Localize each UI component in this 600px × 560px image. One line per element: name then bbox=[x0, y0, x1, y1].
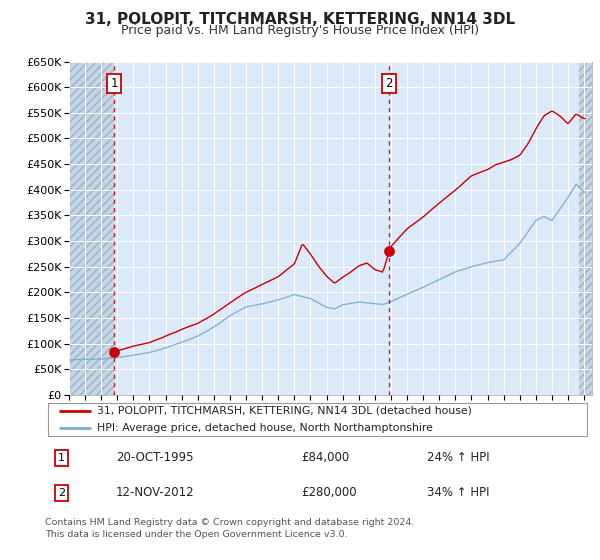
Text: 1: 1 bbox=[58, 453, 65, 463]
Bar bbox=[579, 62, 592, 395]
Text: 31, POLOPIT, TITCHMARSH, KETTERING, NN14 3DL: 31, POLOPIT, TITCHMARSH, KETTERING, NN14… bbox=[85, 12, 515, 27]
Text: 34% ↑ HPI: 34% ↑ HPI bbox=[427, 486, 490, 500]
Text: £84,000: £84,000 bbox=[302, 451, 350, 464]
Text: £280,000: £280,000 bbox=[302, 486, 357, 500]
Text: 31, POLOPIT, TITCHMARSH, KETTERING, NN14 3DL (detached house): 31, POLOPIT, TITCHMARSH, KETTERING, NN14… bbox=[97, 406, 472, 416]
Text: 12-NOV-2012: 12-NOV-2012 bbox=[116, 486, 194, 500]
Point bbox=[109, 347, 119, 356]
Text: 2: 2 bbox=[385, 77, 392, 90]
Text: Price paid vs. HM Land Registry's House Price Index (HPI): Price paid vs. HM Land Registry's House … bbox=[121, 24, 479, 37]
Text: Contains HM Land Registry data © Crown copyright and database right 2024.
This d: Contains HM Land Registry data © Crown c… bbox=[45, 518, 415, 539]
Text: 24% ↑ HPI: 24% ↑ HPI bbox=[427, 451, 490, 464]
Bar bbox=[69, 62, 114, 395]
Text: 2: 2 bbox=[58, 488, 65, 498]
FancyBboxPatch shape bbox=[48, 403, 587, 436]
Text: 1: 1 bbox=[110, 77, 118, 90]
Text: HPI: Average price, detached house, North Northamptonshire: HPI: Average price, detached house, Nort… bbox=[97, 423, 433, 433]
Text: 20-OCT-1995: 20-OCT-1995 bbox=[116, 451, 193, 464]
Point bbox=[384, 247, 394, 256]
